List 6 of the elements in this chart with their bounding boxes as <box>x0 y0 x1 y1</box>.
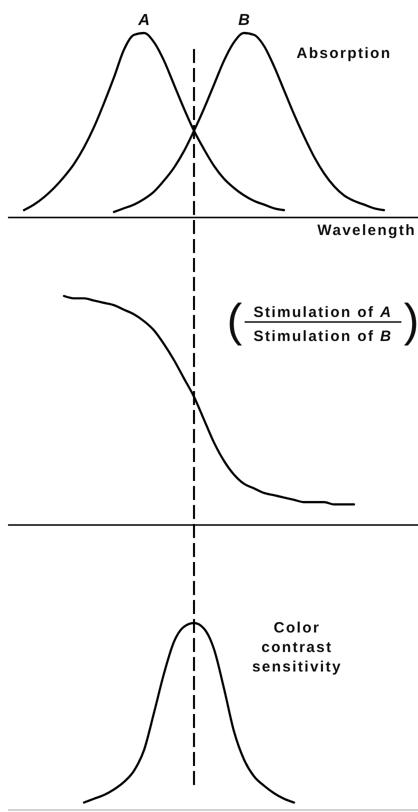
x-axis-title: Wavelength <box>317 222 416 239</box>
y-axis-title: Absorption <box>296 45 392 62</box>
series-label: A <box>137 12 150 29</box>
y-axis-title: (Stimulation of A Stimulation of B) <box>226 294 418 346</box>
y-axis-title: Color contrast sensitivity <box>252 620 342 676</box>
series-label: B <box>238 12 250 29</box>
